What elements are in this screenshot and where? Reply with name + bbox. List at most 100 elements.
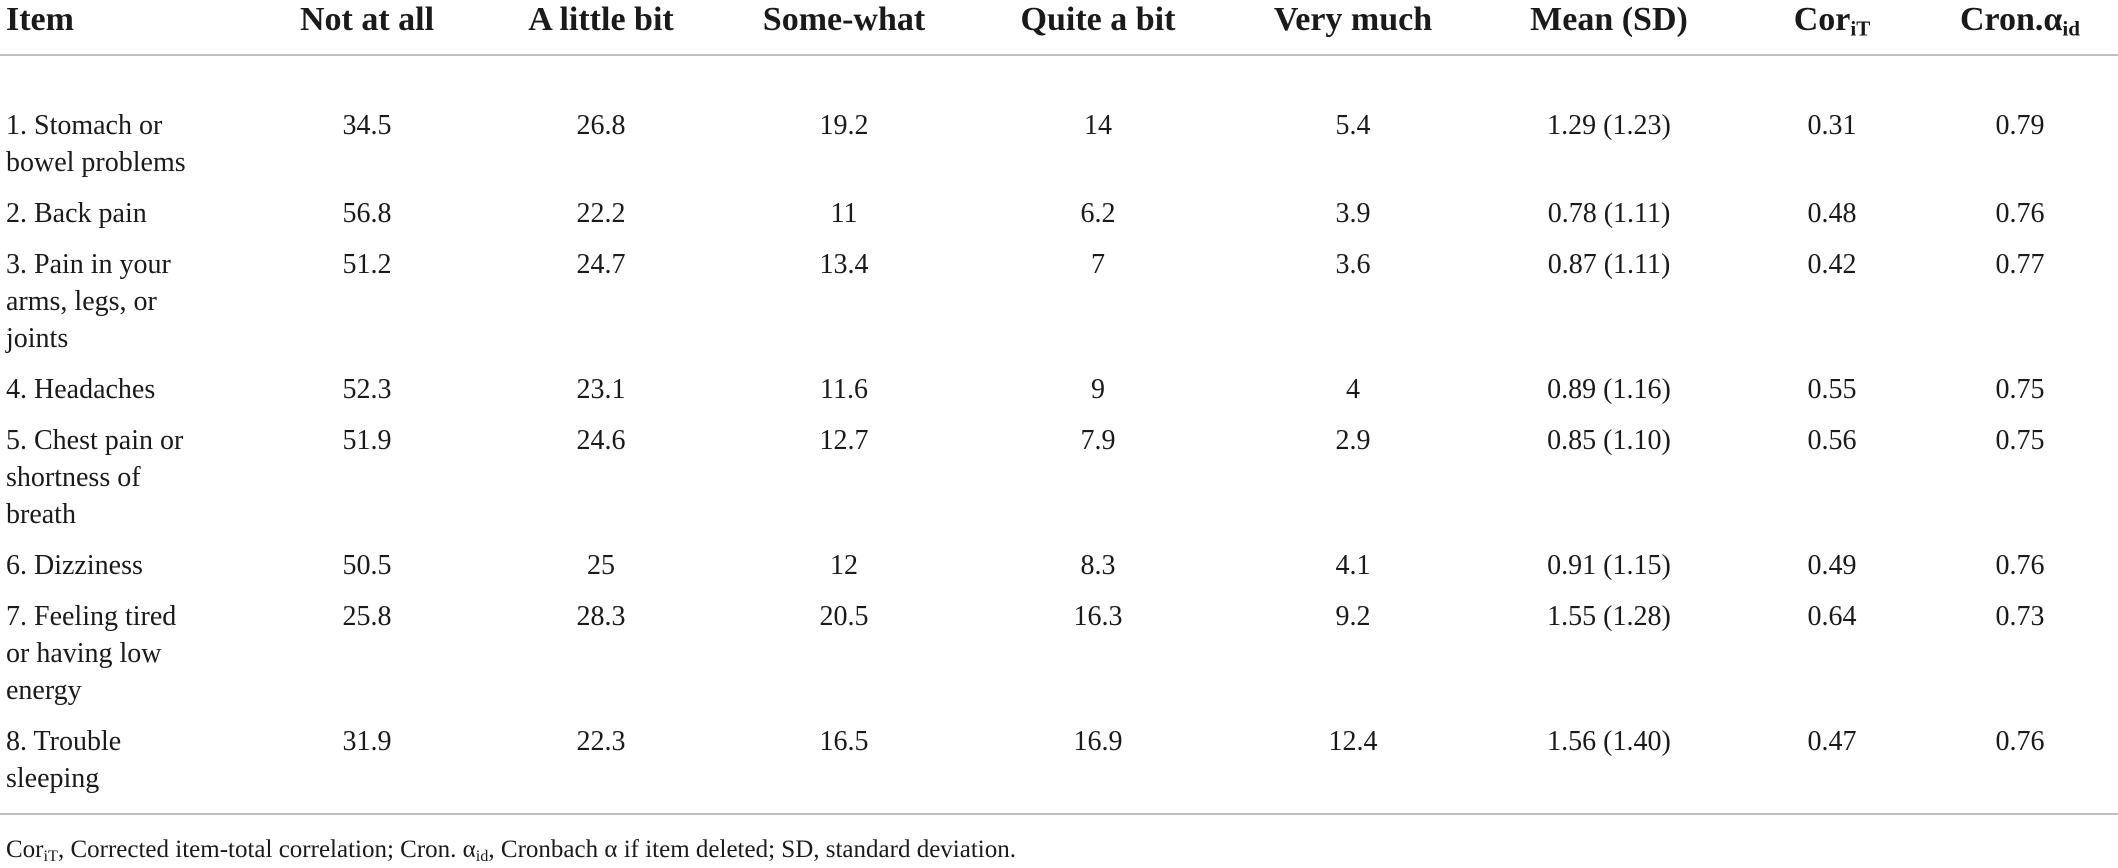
item-label-line: 3. Pain in your bbox=[6, 249, 171, 280]
item-label-line: shortness of bbox=[6, 462, 141, 493]
item-label-line: joints bbox=[6, 323, 69, 354]
cell-item: 7. Feeling tired or having low energy bbox=[0, 598, 254, 723]
cell-quite-a-bit: 8.3 bbox=[1080, 550, 1116, 581]
footnote-cor-base: Cor bbox=[6, 836, 44, 863]
cell-very-much: 3.9 bbox=[1335, 198, 1371, 229]
scale-items-table: Item Not at all A little bit Some-what Q… bbox=[0, 0, 2118, 813]
cell-cron-alpha-id: 0.76 bbox=[1995, 726, 2045, 757]
cell-somewhat: 20.5 bbox=[819, 601, 869, 632]
cell-item: 5. Chest pain or shortness of breath bbox=[0, 422, 254, 547]
table-body: 1. Stomach or bowel problems 34.5 26.8 19.2 1… bbox=[0, 55, 2118, 813]
cell-somewhat: 16.5 bbox=[819, 726, 869, 757]
cell-item: 1. Stomach or bowel problems bbox=[0, 55, 254, 195]
cell-somewhat: 11 bbox=[830, 198, 858, 229]
cell-mean-sd: 1.55 (1.28) bbox=[1547, 601, 1671, 632]
cell-not-at-all: 31.9 bbox=[342, 726, 392, 757]
cell-quite-a-bit: 9 bbox=[1091, 374, 1105, 405]
cell-quite-a-bit: 16.3 bbox=[1073, 601, 1123, 632]
cell-not-at-all: 34.5 bbox=[342, 110, 392, 141]
header-a-little-bit: A little bit bbox=[528, 1, 674, 38]
cell-not-at-all: 51.9 bbox=[342, 425, 392, 456]
header-very-much: Very much bbox=[1273, 1, 1433, 38]
cell-cron-alpha-id: 0.79 bbox=[1995, 110, 2045, 141]
cell-very-much: 5.4 bbox=[1335, 110, 1371, 141]
footnote-cron-sub: id bbox=[475, 847, 489, 866]
header-cron-alpha-id: Cron.αid bbox=[1922, 0, 2118, 55]
cell-mean-sd: 1.29 (1.23) bbox=[1547, 110, 1671, 141]
cell-a-little-bit: 22.3 bbox=[576, 726, 626, 757]
cell-cor-it: 0.48 bbox=[1807, 198, 1857, 229]
cell-very-much: 9.2 bbox=[1335, 601, 1371, 632]
cell-quite-a-bit: 7 bbox=[1091, 249, 1105, 280]
cell-somewhat: 12.7 bbox=[819, 425, 869, 456]
cell-mean-sd: 0.78 (1.11) bbox=[1547, 198, 1671, 229]
cell-cron-alpha-id: 0.77 bbox=[1995, 249, 2045, 280]
item-label-line: sleeping bbox=[6, 763, 100, 794]
table-row: 5. Chest pain or shortness of breath 51.9 24… bbox=[0, 422, 2118, 547]
header-cron-base: Cron.α bbox=[1959, 1, 2063, 38]
table-row: 1. Stomach or bowel problems 34.5 26.8 19.2 1… bbox=[0, 55, 2118, 195]
cell-somewhat: 11.6 bbox=[820, 374, 868, 405]
header-mean-sd: Mean (SD) bbox=[1530, 1, 1688, 38]
cell-very-much: 12.4 bbox=[1328, 726, 1378, 757]
cell-cor-it: 0.49 bbox=[1807, 550, 1857, 581]
cell-cron-alpha-id: 0.75 bbox=[1995, 425, 2045, 456]
footnote-cor-definition: , Corrected item-total correlation; Cron… bbox=[57, 836, 476, 863]
cell-quite-a-bit: 6.2 bbox=[1080, 198, 1116, 229]
table-footnote: CoriT, Corrected item-total correlation;… bbox=[6, 835, 1016, 865]
item-label-line: or having low bbox=[6, 638, 162, 669]
cell-a-little-bit: 28.3 bbox=[576, 601, 626, 632]
item-label-line: 7. Feeling tired bbox=[6, 601, 177, 632]
cell-very-much: 3.6 bbox=[1335, 249, 1371, 280]
item-label-line: breath bbox=[6, 499, 76, 530]
cell-cron-alpha-id: 0.73 bbox=[1995, 601, 2045, 632]
item-label-line: 4. Headaches bbox=[6, 374, 156, 405]
cell-mean-sd: 0.91 (1.15) bbox=[1547, 550, 1671, 581]
cell-mean-sd: 0.89 (1.16) bbox=[1547, 374, 1671, 405]
cell-cor-it: 0.47 bbox=[1807, 726, 1857, 757]
table-row: 7. Feeling tired or having low energy 25.8 2… bbox=[0, 598, 2118, 723]
cell-cron-alpha-id: 0.76 bbox=[1995, 550, 2045, 581]
scale-table-container: Item Not at all A little bit Some-what Q… bbox=[0, 0, 2118, 815]
header-item: Item bbox=[6, 1, 74, 38]
table-row: 2. Back pain 56.8 22.2 11 6.2 3.9 0.78 (1.11) 0… bbox=[0, 195, 2118, 246]
header-cor-it: CoriT bbox=[1742, 0, 1922, 55]
cell-very-much: 4 bbox=[1346, 374, 1360, 405]
cell-mean-sd: 0.87 (1.11) bbox=[1547, 249, 1671, 280]
cell-a-little-bit: 23.1 bbox=[576, 374, 626, 405]
cell-a-little-bit: 26.8 bbox=[576, 110, 626, 141]
cell-cor-it: 0.64 bbox=[1807, 601, 1857, 632]
cell-cor-it: 0.55 bbox=[1807, 374, 1857, 405]
cell-very-much: 2.9 bbox=[1335, 425, 1371, 456]
header-quite-a-bit: Quite a bit bbox=[1020, 1, 1176, 38]
table-header: Item Not at all A little bit Some-what Q… bbox=[0, 0, 2118, 55]
cell-quite-a-bit: 16.9 bbox=[1073, 726, 1123, 757]
cell-mean-sd: 0.85 (1.10) bbox=[1547, 425, 1671, 456]
footnote-cron-definition: , Cronbach α if item deleted; SD, standa… bbox=[488, 836, 1016, 863]
header-cor-base: Cor bbox=[1793, 1, 1851, 38]
header-somewhat: Some-what bbox=[762, 1, 926, 38]
cell-mean-sd: 1.56 (1.40) bbox=[1547, 726, 1671, 757]
cell-cron-alpha-id: 0.76 bbox=[1995, 198, 2045, 229]
cell-somewhat: 13.4 bbox=[819, 249, 869, 280]
item-label-line: 8. Trouble bbox=[6, 726, 122, 757]
item-label-line: 1. Stomach or bbox=[6, 110, 163, 141]
cell-item: 2. Back pain bbox=[0, 195, 254, 246]
cell-somewhat: 19.2 bbox=[819, 110, 869, 141]
cell-somewhat: 12 bbox=[830, 550, 858, 581]
header-cor-sub: iT bbox=[1850, 16, 1871, 41]
item-label-line: 5. Chest pain or bbox=[6, 425, 184, 456]
cell-a-little-bit: 24.6 bbox=[576, 425, 626, 456]
item-label-line: 2. Back pain bbox=[6, 198, 147, 229]
cell-not-at-all: 51.2 bbox=[342, 249, 392, 280]
header-cron-sub: id bbox=[2062, 16, 2080, 41]
table-row: 6. Dizziness 50.5 25 12 8.3 4.1 0.91 (1.15) 0.4… bbox=[0, 547, 2118, 598]
cell-cron-alpha-id: 0.75 bbox=[1995, 374, 2045, 405]
table-row: 4. Headaches 52.3 23.1 11.6 9 4 0.89 (1.16) 0.5… bbox=[0, 371, 2118, 422]
cell-item: 8. Trouble sleeping bbox=[0, 723, 254, 813]
cell-cor-it: 0.31 bbox=[1807, 110, 1857, 141]
item-label-line: arms, legs, or bbox=[6, 286, 157, 317]
footnote-cor-sub: iT bbox=[43, 847, 58, 866]
cell-item: 4. Headaches bbox=[0, 371, 254, 422]
cell-quite-a-bit: 7.9 bbox=[1080, 425, 1116, 456]
